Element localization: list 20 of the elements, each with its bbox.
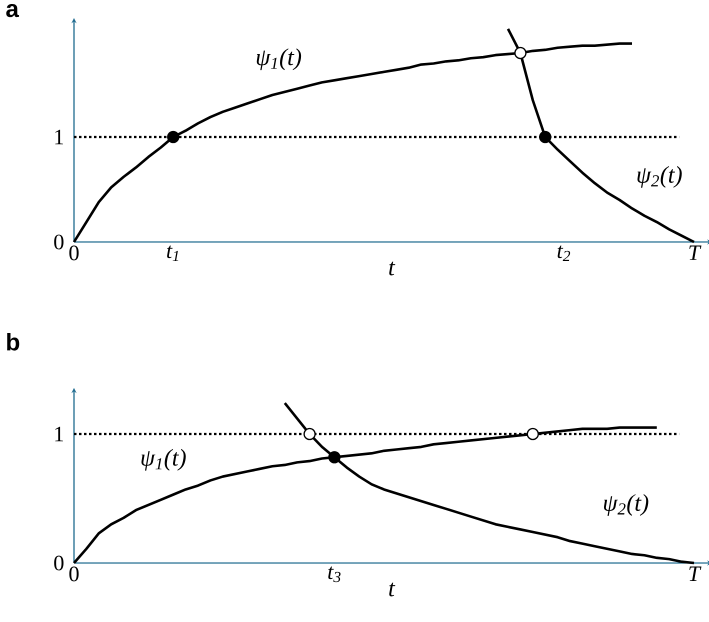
- text: t$_{3}$: [328, 566, 341, 582]
- text: t$_{2}$: [558, 246, 570, 262]
- x-axis-title: t: [389, 262, 396, 276]
- y-tick-label: 0: [54, 234, 64, 250]
- series-label: ψ$_{2}$(t): [604, 494, 648, 516]
- series-label: ψ$_{2}$(t): [637, 166, 682, 188]
- chart-title: a: [6, 4, 20, 18]
- text: 0: [69, 246, 79, 260]
- text: t$_{1}$: [167, 246, 178, 262]
- y-tick-label: 0: [54, 556, 64, 570]
- y-tick-label: 1: [55, 130, 64, 144]
- y-tick-label: 1: [55, 426, 64, 442]
- text: 0: [69, 566, 79, 582]
- series-label: ψ$_{1}$(t): [256, 48, 302, 70]
- text: T: [689, 566, 702, 581]
- chart-title: b: [7, 332, 20, 351]
- text: T: [689, 246, 702, 260]
- line-series: [506, 28, 696, 244]
- series-label: ψ$_{1}$(t): [141, 448, 186, 471]
- x-axis-title: t: [389, 582, 396, 596]
